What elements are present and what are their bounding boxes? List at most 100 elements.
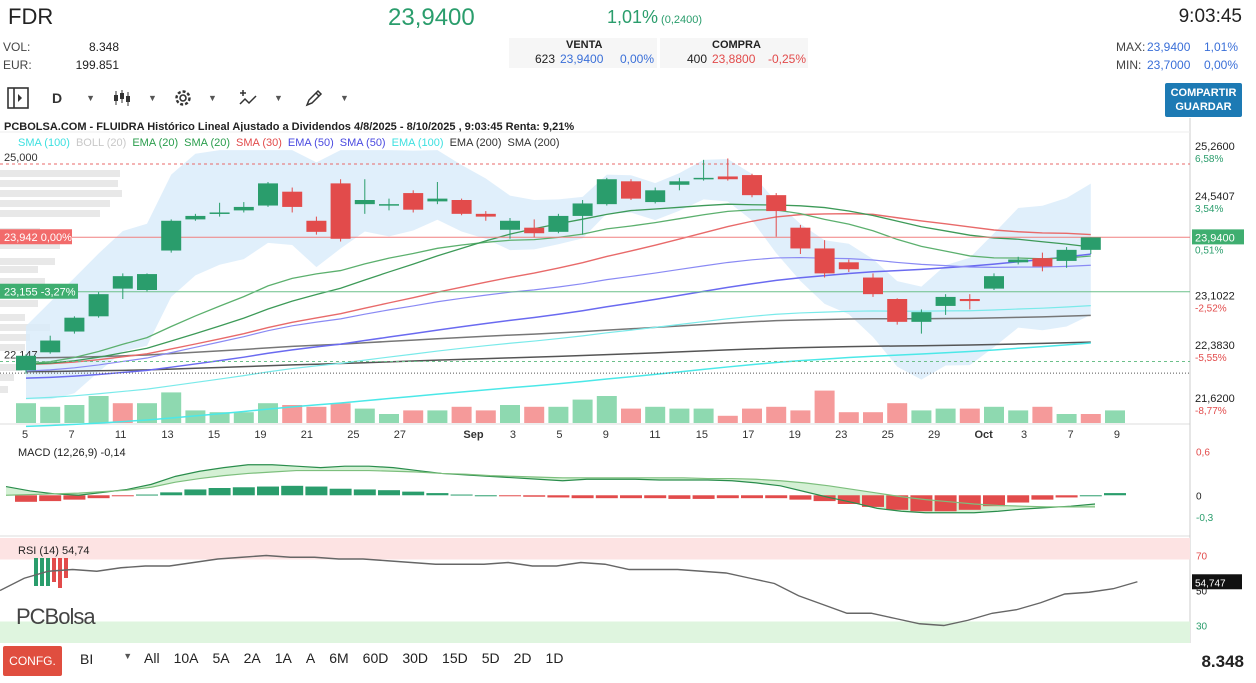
candle-body	[1008, 259, 1029, 263]
eur-value: 199.851	[75, 58, 119, 72]
legend-item[interactable]: EMA (200)	[449, 137, 502, 149]
range-button-all[interactable]: All	[144, 650, 160, 666]
macd-hist-bar	[281, 485, 304, 496]
settings-select[interactable]: ▼	[172, 86, 217, 110]
macd-hist-bar	[983, 495, 1005, 507]
volume-bar	[500, 405, 520, 423]
macd-hist-bar	[208, 488, 231, 496]
legend-item[interactable]: SMA (30)	[236, 137, 282, 149]
sidebar-toggle-button[interactable]	[6, 86, 30, 110]
share-save-button[interactable]: COMPARTIR GUARDAR	[1165, 83, 1242, 117]
candle-body	[16, 355, 36, 371]
x-axis-tick: 27	[394, 429, 406, 441]
macd-hist-bar	[1055, 495, 1078, 498]
volume-bar	[572, 399, 593, 423]
volume-profile-bar	[0, 190, 122, 197]
legend-item[interactable]: EMA (50)	[287, 137, 334, 149]
legend-item[interactable]: EMA (20)	[132, 137, 179, 149]
legend-item[interactable]: SMA (50)	[339, 137, 386, 149]
venta-pct: 0,00%	[620, 52, 655, 66]
volume-profile-bar	[0, 266, 38, 273]
range-button-a[interactable]: A	[305, 650, 316, 666]
price-axis-pct: -8,77%	[1195, 406, 1227, 417]
macd-hist-bar	[668, 495, 691, 499]
candle-body	[258, 183, 278, 206]
candle-body	[935, 296, 956, 306]
price-axis-value: 21,6200	[1195, 393, 1235, 405]
legend-item[interactable]: SMA (100)	[18, 137, 70, 149]
legend-item[interactable]: EMA (100)	[391, 137, 444, 149]
indicators-select[interactable]: ▼	[238, 86, 283, 110]
macd-line	[5, 464, 1096, 514]
volume-profile-bar	[0, 324, 50, 331]
signal-line	[5, 469, 1095, 508]
drawing-tools-select[interactable]: ▼	[304, 86, 349, 110]
candles-icon	[114, 90, 130, 106]
volume-bar	[693, 408, 714, 423]
candle-body	[185, 215, 206, 220]
venta-box	[509, 38, 657, 68]
macd-hist-bar	[136, 494, 158, 496]
volume-bar	[790, 410, 811, 423]
macd-hist-bar	[378, 490, 400, 496]
volume-bar	[621, 408, 641, 423]
candle-body	[621, 181, 641, 199]
macd-axis-tick: 0,6	[1196, 448, 1210, 459]
rsi-axis-tick: 70	[1196, 552, 1208, 563]
macd-hist-bar	[644, 495, 667, 499]
range-button-10a[interactable]: 10A	[173, 650, 199, 666]
range-button-30d[interactable]: 30D	[402, 650, 429, 666]
macd-cloud	[6, 464, 1095, 513]
macd-hist-bar	[402, 491, 425, 496]
candle-body	[548, 215, 569, 232]
candle-body	[1080, 237, 1101, 250]
volume-bar	[838, 412, 859, 423]
range-button-1a[interactable]: 1A	[274, 650, 292, 666]
rsi-line	[0, 554, 1138, 627]
volume-bar	[524, 406, 545, 423]
range-button-60d[interactable]: 60D	[362, 650, 389, 666]
range-button-2d[interactable]: 2D	[513, 650, 532, 666]
logo-bar	[52, 558, 56, 582]
volume-bar	[451, 406, 472, 423]
candle-body	[40, 340, 61, 353]
x-axis-tick: 9	[1114, 429, 1120, 441]
macd-hist-bar	[692, 495, 715, 499]
range-button-6m[interactable]: 6M	[329, 650, 349, 666]
volume-bar	[354, 408, 375, 423]
range-button-1d[interactable]: 1D	[545, 650, 564, 666]
candle-body	[693, 177, 714, 180]
range-button-15d[interactable]: 15D	[442, 650, 468, 666]
macd-hist-bar	[232, 487, 255, 496]
pencil-icon	[305, 89, 323, 107]
rsi-title: RSI (14) 54,74	[18, 545, 90, 557]
volume-bar	[233, 412, 254, 423]
legend-item[interactable]: BOLL (20)	[75, 137, 127, 149]
interval-select[interactable]: D ▼	[52, 86, 95, 110]
rsi-overbought-zone	[0, 538, 1190, 560]
left-label-mid2-bg	[0, 283, 78, 299]
mode-select[interactable]: BI ▼	[80, 651, 132, 667]
candle-body	[330, 183, 351, 239]
volume-bar	[379, 414, 399, 423]
volume-bar	[40, 406, 61, 423]
x-axis-tick: 7	[68, 429, 74, 441]
legend-item[interactable]: SMA (20)	[184, 137, 231, 149]
volume-bar	[887, 403, 908, 423]
panel-toggle-icon	[7, 87, 29, 109]
macd-axis-tick: 0	[1196, 491, 1202, 502]
x-axis-tick: 25	[347, 429, 359, 441]
volume-bar	[1056, 414, 1077, 423]
range-button-2a[interactable]: 2A	[243, 650, 261, 666]
config-button[interactable]: CONFG.	[3, 646, 62, 676]
range-button-5d[interactable]: 5D	[481, 650, 500, 666]
candle-body	[911, 312, 932, 322]
legend-item[interactable]: SMA (200)	[507, 137, 560, 149]
macd-hist-bar	[87, 495, 110, 499]
chart-type-select[interactable]: ▼	[112, 86, 157, 110]
volume-profile-bar	[0, 278, 45, 285]
pcbolsa-logo: PCBolsa	[16, 604, 96, 629]
volume-bar	[742, 408, 762, 423]
range-button-5a[interactable]: 5A	[212, 650, 230, 666]
